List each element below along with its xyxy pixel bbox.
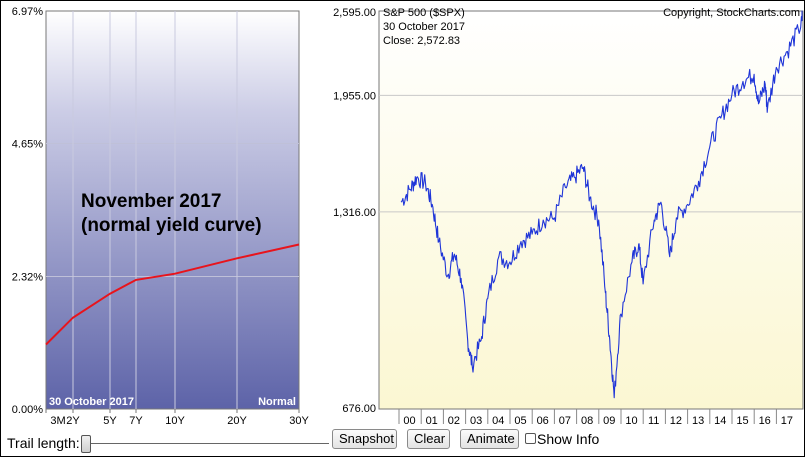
sp500-y-tick-label: 1,316.00 [333, 207, 376, 219]
sp500-title: S&P 500 ($SPX) [383, 7, 465, 19]
trail-length-slider[interactable] [79, 433, 329, 455]
sp500-x-tick-label: 10 [625, 415, 637, 427]
sp500-x-tick-label: 16 [759, 415, 771, 427]
sp500-x-axis: 00 01 02 03 04 05 06 07 08 09 10 11 12 13 14 15 16 17 [398, 409, 793, 427]
sp500-y-axis: 2,595.00 1,955.00 1,316.00 676.00 [333, 7, 376, 415]
clear-button[interactable]: Clear [407, 429, 450, 449]
yield-curve-panel: 6.97% 4.65% 2.32% 0.00% 3M 2Y 5Y 7Y 10Y 20Y 30Y 3… [12, 6, 310, 427]
sp500-plot-area [378, 10, 804, 410]
sp500-y-tick-label: 676.00 [342, 403, 376, 415]
yield-x-tick-label: 10Y [165, 415, 185, 427]
sp500-y-tick-label: 1,955.00 [333, 90, 376, 102]
sp500-x-tick-label: 17 [781, 415, 793, 427]
sp500-x-tick-label: 11 [648, 415, 659, 427]
sp500-x-tick-label: 06 [537, 415, 549, 427]
yield-curve-line [45, 243, 300, 346]
sp500-x-tick-label: 09 [603, 415, 615, 427]
yield-plot-area [45, 10, 300, 410]
show-info-checkbox[interactable] [525, 433, 536, 444]
sp500-x-tick-label: 02 [448, 415, 460, 427]
yield-x-tick-label: 5Y [103, 415, 117, 427]
yield-date-label: 30 October 2017 [49, 396, 134, 408]
yield-x-axis: 3M 2Y 5Y 7Y 10Y 20Y 30Y [45, 409, 309, 427]
yield-grid [46, 11, 299, 409]
yield-y-tick-label: 2.32% [12, 272, 43, 284]
animate-button[interactable]: Animate [460, 429, 519, 449]
sp500-x-tick-label: 04 [492, 415, 504, 427]
charts-canvas: 6.97% 4.65% 2.32% 0.00% 3M 2Y 5Y 7Y 10Y 20Y 30Y 3… [12, 6, 804, 427]
yield-x-tick-label: 20Y [227, 415, 247, 427]
snapshot-button[interactable]: Snapshot [332, 429, 397, 449]
sp500-price-line [400, 10, 803, 399]
trail-length-label: Trail length: [7, 435, 80, 451]
sp500-date: 30 October 2017 [383, 21, 465, 33]
yield-y-tick-label: 4.65% [12, 138, 43, 150]
yield-y-axis: 6.97% 4.65% 2.32% 0.00% [12, 6, 43, 416]
slider-track [85, 443, 329, 444]
yield-y-tick-label: 0.00% [12, 404, 43, 416]
sp500-x-tick-label: 14 [714, 415, 726, 427]
controls-bar: Trail length: Snapshot Clear Animate Sho… [1, 427, 806, 455]
copyright-text: Copyright, StockCharts.com [663, 7, 800, 19]
yield-curve-status: Normal [258, 396, 296, 408]
annotation-line-2: (normal yield curve) [81, 215, 262, 236]
sp500-y-tick-label: 2,595.00 [333, 7, 376, 19]
yield-x-tick-label: 3M [50, 415, 65, 427]
sp500-grid [379, 94, 803, 213]
yield-y-tick-label: 6.97% [12, 6, 43, 18]
sp500-x-tick-label: 05 [514, 415, 526, 427]
sp500-x-tick-label: 13 [692, 415, 704, 427]
sp500-close: Close: 2,572.83 [383, 35, 460, 47]
sp500-x-tick-label: 07 [559, 415, 571, 427]
yield-x-tick-label: 7Y [129, 415, 143, 427]
sp500-x-tick-label: 03 [470, 415, 482, 427]
sp500-x-tick-label: 12 [670, 415, 682, 427]
sp500-x-tick-label: 15 [736, 415, 748, 427]
show-info-label: Show Info [537, 431, 600, 447]
yield-x-tick-label: 2Y [66, 415, 80, 427]
sp500-x-tick-label: 01 [426, 415, 438, 427]
yield-x-tick-label: 30Y [289, 415, 309, 427]
slider-thumb[interactable] [81, 435, 91, 453]
sp500-x-tick-label: 00 [403, 415, 415, 427]
annotation-line-1: November 2017 [81, 191, 221, 212]
sp500-x-tick-label: 08 [581, 415, 593, 427]
